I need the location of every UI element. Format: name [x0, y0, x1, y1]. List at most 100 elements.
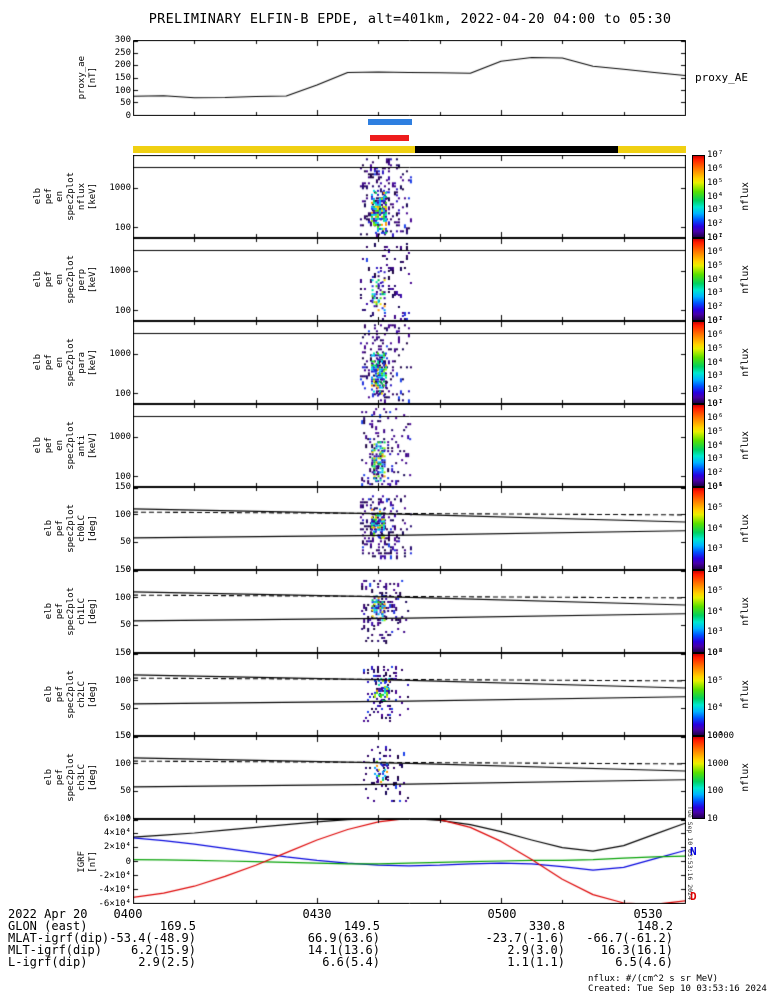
colorbar-tick-label: 10⁵ — [707, 426, 724, 437]
colorbar-tick-label: 10³ — [707, 627, 724, 638]
axis-label-word: ch0LC — [77, 514, 87, 543]
axis-label-word: en — [55, 357, 65, 368]
axis-label-word: pef — [44, 271, 54, 288]
axis-label-word: elb — [44, 769, 54, 786]
colorbar-tick-label: 10⁶ — [707, 246, 724, 257]
eph-row-label: GLON (east) — [8, 919, 88, 933]
colorbar-tick-label: 10⁴ — [707, 523, 724, 534]
axis-label-ch2LC: elb pef spec2plot ch2LC [deg] — [30, 653, 98, 736]
axis-label-ch0LC: elb pef spec2plot ch0LC [deg] — [30, 487, 98, 570]
ytick-label: 4×10⁴ — [103, 828, 131, 839]
colorbar-tick-label: 10² — [707, 302, 724, 313]
colorbar-tick-label: 10⁶ — [707, 648, 724, 658]
eph-row-value: 2.9(3.0) — [507, 943, 565, 957]
colorbar-tick-label: 10¹ — [707, 233, 724, 243]
colorbar-title: nflux — [738, 155, 752, 238]
colorbar-tick-label: 10⁷ — [707, 399, 724, 409]
ytick-label: 50 — [120, 620, 131, 631]
eph-row-value: -53.4(-48.9) — [109, 931, 196, 945]
ytick-label: 1000 — [109, 432, 131, 443]
eph-row-value: 1.1(1.1) — [507, 955, 565, 969]
ytick-label: 150 — [114, 482, 131, 492]
axis-label-word: en — [55, 274, 65, 285]
colorbar-tick-label: 1000 — [707, 758, 729, 769]
axis-label-word: pef — [55, 520, 65, 537]
colorbar-en_anti — [692, 404, 705, 487]
axis-label-word: elb — [44, 520, 54, 537]
colorbar-title: nflux — [738, 321, 752, 404]
colorbar-tick-label: 10³ — [707, 544, 724, 555]
colorbar-title: nflux — [738, 736, 752, 819]
en_para-panel — [133, 321, 686, 404]
eph-row-value: 169.5 — [159, 919, 196, 933]
colorbar-tick-label: 10⁴ — [707, 606, 724, 617]
colorbar-title: nflux — [738, 404, 752, 487]
colorbar-title-text: nflux — [739, 763, 751, 792]
ytick-label: 2×10⁴ — [103, 842, 131, 853]
colorbar-tick-label: 10⁵ — [707, 177, 724, 188]
ytick-label: 100 — [114, 389, 131, 400]
colorbar-tick-label: 10¹ — [707, 482, 724, 492]
ytick-label: 50 — [120, 703, 131, 714]
red-interval-bar — [370, 135, 409, 141]
colorbar-tick-label: 10⁴ — [707, 440, 724, 451]
eph-row-value: 6.6(5.4) — [322, 955, 380, 969]
axis-label-word: elb — [33, 188, 43, 205]
colorbar-title-text: nflux — [739, 431, 751, 460]
colorbar-tick-label: 10⁵ — [707, 675, 724, 686]
axis-label-word: elb — [44, 603, 54, 620]
colorbar-tick-label: 10² — [707, 385, 724, 396]
colorbar-tick-label: 10⁷ — [707, 316, 724, 326]
axis-label-word: anti — [77, 434, 87, 457]
axis-label-word: spec2plot — [66, 670, 76, 719]
colorbar-tick-label: 10² — [707, 468, 724, 479]
axis-label-word: IGRF — [77, 850, 87, 873]
ytick-label: 150 — [114, 648, 131, 658]
colorbar-ch0LC — [692, 487, 705, 570]
ch0LC-panel — [133, 487, 686, 570]
axis-label-word: pef — [55, 686, 65, 703]
status-segment — [617, 146, 686, 153]
colorbar-tick-label: 10³ — [707, 205, 724, 216]
eph-row-value: 2.9(2.5) — [138, 955, 196, 969]
colorbar-tick-label: 10³ — [707, 371, 724, 382]
ytick-label: -6×10⁴ — [98, 899, 131, 909]
colorbar-title-text: nflux — [739, 348, 751, 377]
proxy_ae-panel — [133, 40, 686, 116]
en_nflux-panel — [133, 155, 686, 238]
colorbar-tick-label: 10⁶ — [707, 329, 724, 340]
colorbar-tick-label: 10² — [707, 565, 724, 575]
eph-row-value: 148.2 — [636, 919, 673, 933]
axis-label-ch3LC: elb pef spec2plot ch3LC [deg] — [30, 736, 98, 819]
colorbar-tick-label: 10⁵ — [707, 343, 724, 354]
plot-title: PRELIMINARY ELFIN-B EPDE, alt=401km, 202… — [148, 11, 672, 27]
axis-label-word: pef — [55, 769, 65, 786]
ytick-label: 1000 — [109, 349, 131, 360]
ytick-label: 100 — [114, 85, 131, 96]
colorbar-tick-label: 10⁵ — [707, 585, 724, 596]
igrf-label-D: D — [690, 889, 697, 903]
eph-row-value: 66.9(63.6) — [307, 931, 380, 945]
axis-label-word: spec2plot — [66, 504, 76, 553]
colorbar-en_nflux — [692, 155, 705, 238]
colorbar-tick-label: 10³ — [707, 288, 724, 299]
ytick-label: 100 — [114, 509, 131, 520]
colorbar-tick-label: 10⁴ — [707, 191, 724, 202]
axis-label-word: nflux — [77, 182, 87, 211]
colorbar-tick-label: 10⁶ — [707, 163, 724, 174]
ytick-label: 300 — [114, 35, 131, 45]
axis-label-word: ch1LC — [77, 597, 87, 626]
igrf-label-N: N — [690, 844, 697, 858]
ytick-label: 150 — [114, 731, 131, 741]
eph-row-value: 6.5(4.6) — [615, 955, 673, 969]
ytick-label: 150 — [114, 73, 131, 83]
axis-label-word: spec2plot — [66, 172, 76, 221]
colorbar-tick-label: 10² — [707, 219, 724, 230]
axis-label-word: spec2plot — [66, 753, 76, 802]
axis-label-word: elb — [33, 354, 43, 371]
colorbar-tick-label: 10000 — [707, 731, 735, 741]
eph-row-label: MLT-igrf(dip) — [8, 943, 102, 957]
ytick-label: 100 — [114, 306, 131, 317]
date-label: 2022 Apr 20 — [8, 907, 88, 921]
xtick-label-0430: 0430 — [302, 907, 332, 921]
